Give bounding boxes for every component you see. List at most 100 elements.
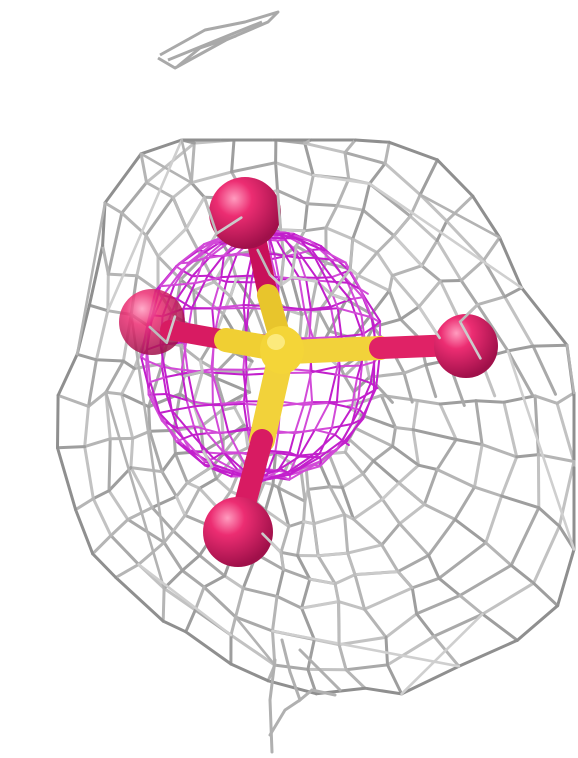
mesh-strand (87, 358, 98, 408)
mesh-strand (214, 376, 252, 394)
mesh-strand (308, 309, 312, 342)
mesh-strand (349, 296, 364, 301)
mesh-strand (346, 543, 384, 555)
mesh-strand (170, 405, 196, 412)
mesh-strand (509, 506, 541, 567)
sulfate-molecule (119, 177, 498, 567)
mesh-strand (182, 282, 196, 310)
mesh-strand (297, 256, 308, 281)
mesh-strand (387, 274, 394, 293)
mesh-strand (351, 208, 365, 241)
mesh-strand (533, 394, 540, 457)
mesh-strand (175, 440, 205, 466)
mesh-strand (189, 170, 234, 185)
mesh-strand (476, 303, 510, 353)
mesh-strand (346, 281, 362, 291)
mesh-strand (129, 466, 164, 474)
mesh-strand (121, 359, 136, 370)
mesh-strand (353, 573, 366, 611)
mesh-strand (287, 308, 304, 317)
mesh-strand (474, 399, 506, 404)
mesh-strand (515, 453, 540, 459)
mesh-strand (242, 402, 249, 431)
mesh-strand (343, 450, 365, 476)
mesh-strand (267, 449, 291, 454)
mesh-strand (137, 563, 233, 637)
mesh-strand (229, 633, 277, 667)
mesh-strand (362, 389, 375, 420)
mesh-strand (417, 463, 439, 471)
mesh-strand (87, 303, 110, 313)
mesh-strand (171, 529, 202, 557)
mesh-strand (94, 309, 110, 362)
mesh-strand (229, 277, 238, 298)
mesh-strand (437, 541, 488, 580)
mesh-strand (335, 398, 360, 404)
mesh-strand (480, 443, 519, 459)
mesh-strand (293, 403, 305, 435)
mesh-strand (454, 438, 484, 447)
mesh-strand (315, 276, 332, 308)
mesh-strand (361, 208, 396, 238)
mesh-strand (56, 393, 60, 450)
mesh-strand (308, 577, 337, 586)
mesh-strand (298, 313, 304, 339)
mesh-strand (206, 432, 225, 454)
mesh-strand (390, 264, 424, 278)
mesh-strand (314, 256, 329, 283)
mesh-strand (356, 377, 372, 385)
mesh-strand (317, 309, 331, 333)
mesh-strand (342, 417, 365, 444)
mesh-strand (279, 525, 291, 554)
mesh-strand (420, 264, 442, 283)
mesh-strand (350, 406, 361, 411)
mesh-strand (303, 141, 315, 177)
mesh-strand (158, 409, 173, 414)
mesh-strand (340, 472, 365, 489)
mesh-strand (298, 276, 306, 311)
mesh-strand (309, 433, 336, 458)
mesh-strand (107, 466, 133, 493)
mesh-strand (184, 630, 233, 666)
mesh-strand (380, 543, 400, 574)
mesh-strand (150, 495, 178, 509)
mesh-strand (225, 280, 253, 284)
mesh-strand (279, 275, 294, 287)
mesh-strand (267, 451, 277, 471)
mesh-strand (397, 481, 426, 506)
mesh-strand (305, 278, 312, 312)
mesh-strand (159, 284, 176, 288)
mesh-strand (349, 298, 364, 336)
mesh-strand (427, 553, 441, 580)
mesh-strand (187, 241, 215, 264)
mesh-strand (222, 253, 254, 257)
mesh-strand (306, 638, 316, 671)
mesh-strand (271, 594, 279, 633)
mesh-strand (303, 141, 347, 155)
mesh-strand (506, 344, 535, 353)
mesh-strand (129, 436, 135, 470)
mesh-strand (356, 273, 391, 293)
mesh-strand (417, 305, 441, 340)
mesh-strand (352, 497, 384, 521)
mesh-strand (337, 643, 348, 672)
mesh-strand (316, 554, 337, 586)
mesh-strand (402, 371, 414, 404)
mesh-strand (290, 275, 318, 283)
mesh-strand (83, 437, 112, 449)
mesh-strand (418, 158, 439, 197)
mesh-strand (296, 430, 305, 457)
mesh-strand (288, 451, 301, 458)
mesh-strand (263, 508, 291, 528)
mesh-strand (191, 432, 209, 436)
mesh-strand (302, 401, 314, 433)
mesh-strand (536, 453, 576, 463)
mesh-strand (344, 261, 362, 291)
mesh-strand (302, 369, 313, 406)
mesh-strand (368, 162, 387, 186)
mesh-strand (361, 472, 384, 501)
mesh-strand (206, 255, 224, 277)
mesh-strand (458, 320, 482, 360)
mesh-strand (185, 399, 195, 428)
mesh-strand (311, 173, 371, 185)
